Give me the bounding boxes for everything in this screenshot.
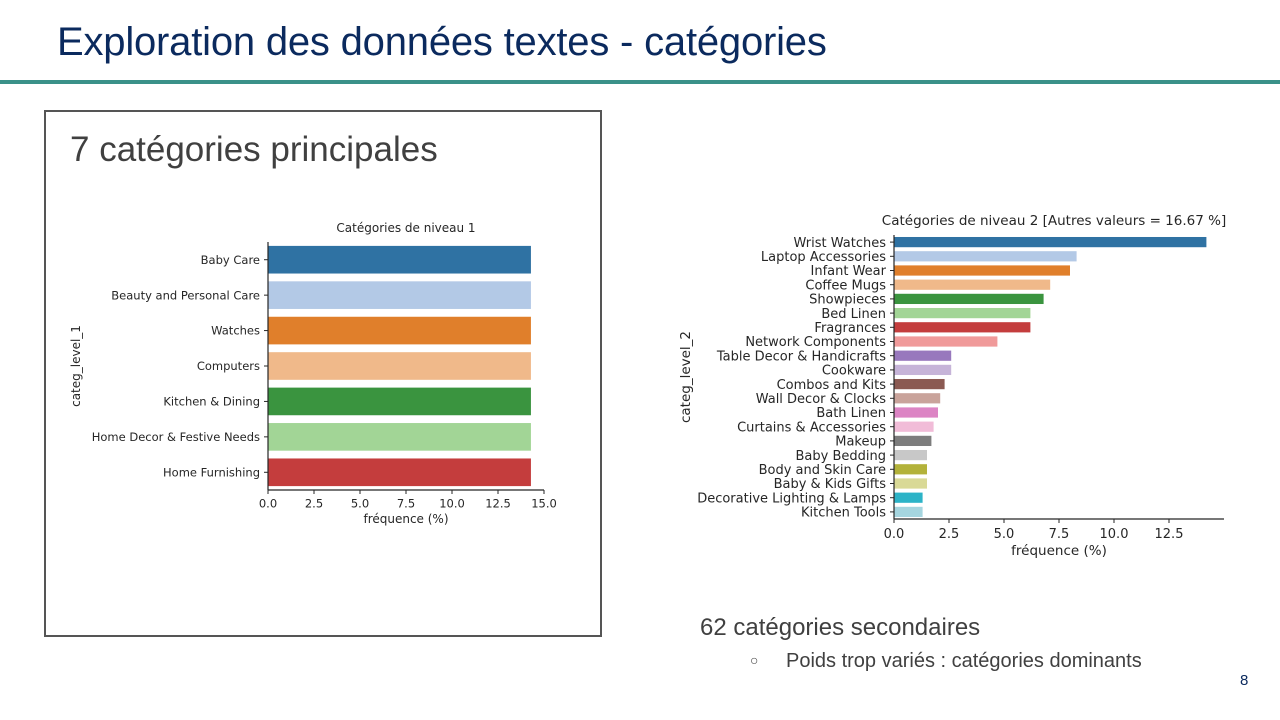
- bar-3: [268, 316, 531, 345]
- y-tick-label: Network Components: [745, 335, 886, 350]
- y-tick-label: Body and Skin Care: [759, 463, 886, 478]
- y-axis-label: categ_level_2: [678, 331, 694, 423]
- x-tick-label: 7.5: [397, 497, 415, 511]
- x-axis-label: fréquence (%): [363, 512, 448, 526]
- y-tick-label: Baby Bedding: [796, 449, 887, 464]
- bar-11: [894, 378, 945, 390]
- x-tick-label: 5.0: [351, 497, 369, 511]
- bar-8: [894, 336, 998, 347]
- y-tick-label: Cookware: [822, 364, 886, 379]
- y-tick-label: Computers: [197, 359, 260, 373]
- bar-13: [894, 407, 938, 418]
- y-tick-label: Kitchen & Dining: [163, 395, 260, 409]
- x-tick-label: 12.5: [485, 497, 511, 511]
- x-tick-label: 12.5: [1155, 527, 1184, 542]
- bar-16: [894, 449, 927, 461]
- x-tick-label: 0.0: [259, 497, 277, 511]
- bar-5: [268, 387, 531, 416]
- x-tick-label: 2.5: [305, 497, 323, 511]
- x-tick-label: 10.0: [439, 497, 465, 511]
- x-axis-label: fréquence (%): [1011, 543, 1107, 559]
- x-tick-label: 2.5: [939, 527, 960, 542]
- y-tick-label: Wall Decor & Clocks: [756, 392, 887, 407]
- bullet-item: ○ Poids trop variés : catégories dominant…: [750, 650, 1142, 673]
- panel-heading: 7 catégories principales: [70, 130, 438, 169]
- bar-12: [894, 393, 941, 404]
- bar-9: [894, 350, 952, 361]
- y-axis-label: categ_level_1: [69, 325, 83, 407]
- bar-17: [894, 464, 927, 475]
- x-tick-label: 7.5: [1049, 527, 1070, 542]
- y-tick-label: Makeup: [835, 435, 886, 450]
- x-tick-label: 15.0: [531, 497, 557, 511]
- secondary-categories-text: 62 catégories secondaires: [700, 614, 981, 641]
- x-tick-label: 10.0: [1100, 527, 1129, 542]
- x-tick-label: 5.0: [994, 527, 1015, 542]
- y-tick-label: Table Decor & Handicrafts: [716, 349, 886, 364]
- bar-7: [268, 458, 531, 487]
- y-tick-label: Baby & Kids Gifts: [774, 477, 887, 492]
- bar-6: [268, 423, 531, 451]
- bar-3: [894, 265, 1070, 276]
- bar-6: [894, 307, 1031, 319]
- bar-19: [894, 492, 923, 503]
- y-tick-label: Showpieces: [809, 293, 886, 308]
- bar-14: [894, 421, 934, 432]
- bar-20: [894, 506, 923, 518]
- bar-7: [894, 322, 1031, 333]
- slide-title: Exploration des données textes - catégor…: [57, 20, 827, 64]
- y-tick-label: Baby Care: [201, 253, 260, 267]
- y-tick-label: Beauty and Personal Care: [111, 288, 260, 302]
- y-tick-label: Watches: [211, 324, 260, 338]
- bullet-text: Poids trop variés : catégories dominants: [786, 650, 1142, 672]
- x-tick-label: 0.0: [884, 527, 905, 542]
- bar-4: [894, 279, 1051, 290]
- chart-level-2: Catégories de niveau 2 [Autres valeurs =…: [678, 213, 1226, 559]
- y-tick-label: Bath Linen: [816, 406, 886, 421]
- chart-title: Catégories de niveau 2 [Autres valeurs =…: [882, 213, 1226, 229]
- bar-1: [894, 236, 1207, 248]
- y-tick-label: Decorative Lighting & Lamps: [697, 491, 886, 506]
- title-divider: [0, 80, 1280, 84]
- y-tick-label: Home Decor & Festive Needs: [92, 430, 260, 444]
- bar-18: [894, 478, 927, 489]
- y-tick-label: Bed Linen: [821, 307, 886, 322]
- y-tick-label: Laptop Accessories: [761, 250, 886, 265]
- bar-2: [268, 281, 531, 309]
- y-tick-label: Curtains & Accessories: [737, 420, 886, 435]
- y-tick-label: Wrist Watches: [794, 236, 887, 251]
- chart-level-1: Catégories de niveau 1 Baby Care Beauty an…: [69, 221, 557, 526]
- level1-panel: 7 catégories principales: [44, 110, 602, 637]
- bar-10: [894, 364, 952, 376]
- y-tick-label: Kitchen Tools: [801, 506, 886, 521]
- bar-4: [268, 352, 531, 380]
- bullet-circle-icon: ○: [750, 652, 759, 668]
- bar-15: [894, 435, 932, 447]
- y-tick-label: Coffee Mugs: [805, 278, 886, 293]
- y-tick-label: Infant Wear: [811, 264, 887, 279]
- bar-1: [268, 245, 531, 274]
- y-tick-label: Home Furnishing: [163, 465, 260, 479]
- bar-2: [894, 251, 1077, 262]
- chart-title: Catégories de niveau 1: [336, 221, 475, 235]
- page-number: 8: [1240, 672, 1249, 689]
- bar-5: [894, 293, 1044, 305]
- y-tick-label: Combos and Kits: [777, 378, 887, 393]
- y-tick-label: Fragrances: [814, 321, 886, 336]
